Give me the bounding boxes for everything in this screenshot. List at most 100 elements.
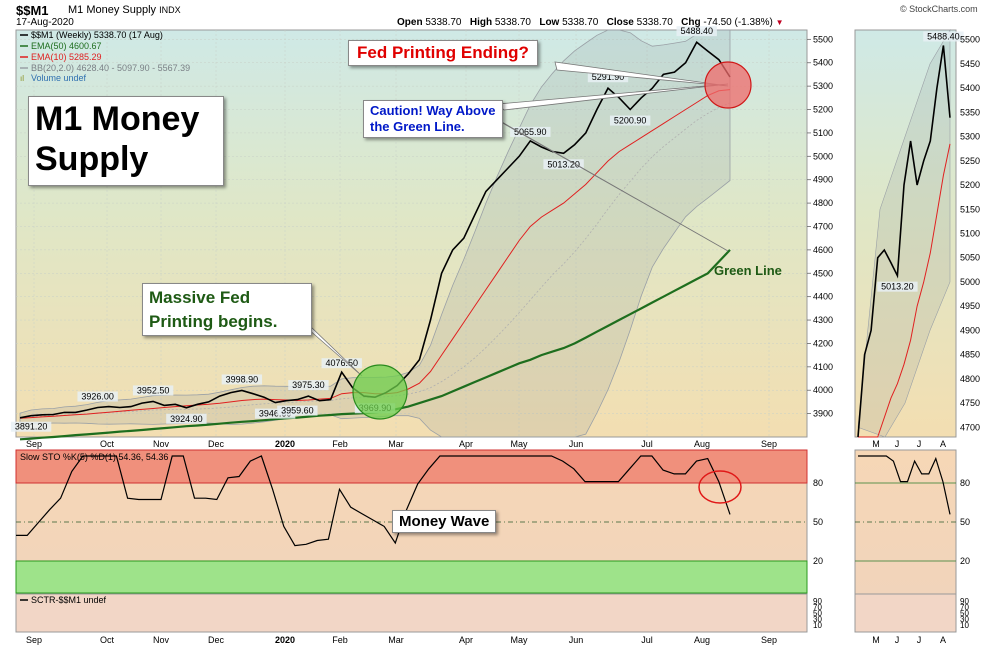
y-tick-label: 4300 xyxy=(813,315,833,325)
price-label-box xyxy=(10,421,52,432)
zoom-y-tick-label: 5450 xyxy=(960,59,980,69)
zoom-sctr-y-tick-label: 70 xyxy=(960,603,969,612)
symbol: $$M1 xyxy=(16,3,49,18)
annotation-pointers xyxy=(299,61,729,377)
zoom-sctr-y-tick-label: 90 xyxy=(960,597,969,606)
zoom-x-tick-label: M xyxy=(872,635,880,645)
x-tick-label: Sep xyxy=(26,439,42,449)
zoom-y-tick-label: 4850 xyxy=(960,350,980,360)
sctr-y-tick-label: 70 xyxy=(813,603,822,612)
price-label-box xyxy=(221,374,263,385)
zoom-sctr-y-tick-label: 50 xyxy=(960,609,969,618)
zoom-y-tick-label: 4750 xyxy=(960,398,980,408)
zoom-sctr-y-tick-label: 10 xyxy=(960,621,969,630)
price-label-box xyxy=(321,358,362,369)
exchange-label: INDX xyxy=(159,5,181,15)
ohlc-bar: Open 5338.70 High 5338.70 Low 5338.70 Cl… xyxy=(397,17,784,28)
zoom-stochastic-line xyxy=(858,455,951,515)
zoom-price-label: 5488.40 xyxy=(927,32,960,42)
stochastic-circle xyxy=(698,470,742,504)
price-label: 3952.50 xyxy=(137,385,170,395)
price-x-axis: Sep Oct Nov Dec 2020 Feb Mar Apr May Jun Jul Aug Sep xyxy=(26,439,777,449)
x-tick-label: May xyxy=(510,635,528,645)
zoom-y-tick-label: 4900 xyxy=(960,325,980,335)
change-down-icon: ▼ xyxy=(775,18,784,27)
x-tick-label: Dec xyxy=(208,635,225,645)
caution-callout: Caution! Way Above the Green Line. xyxy=(363,100,503,138)
x-tick-label: Oct xyxy=(100,439,115,449)
price-label: 3926.00 xyxy=(81,392,114,402)
price-label-box xyxy=(254,408,296,419)
sctr-y-tick-label: 90 xyxy=(813,597,822,606)
zoom-stochastic-y-axis: 20 50 80 xyxy=(960,478,970,566)
price-label-box xyxy=(132,385,174,396)
x-tick-label: Jul xyxy=(641,635,653,645)
y-tick-label: 4500 xyxy=(813,268,833,278)
zoom-ema10-line xyxy=(858,143,951,438)
zoom-x-tick-label: M xyxy=(872,439,880,449)
sctr-legend: SCTR-$$M1 undef xyxy=(31,595,107,605)
brand-watermark: © StockCharts.com xyxy=(900,4,978,14)
x-tick-label: Aug xyxy=(694,439,710,449)
y-tick-label: 5500 xyxy=(813,34,833,44)
zoom-sto-y-tick-label: 50 xyxy=(960,517,970,527)
legend-volume-icon: ıl xyxy=(20,74,24,83)
title-callout: M1 Money Supply xyxy=(28,96,224,186)
zoom-y-tick-label: 4700 xyxy=(960,422,980,432)
symbol-name: M1 Money Supply INDX xyxy=(68,4,181,16)
y-tick-label: 5100 xyxy=(813,128,833,138)
legend-price: $$M1 (Weekly) 5338.70 (17 Aug) xyxy=(31,30,163,40)
fed-ending-callout: Fed Printing Ending? xyxy=(348,40,538,66)
x-tick-label: Sep xyxy=(761,439,777,449)
zoom-sto-y-tick-label: 80 xyxy=(960,478,970,488)
y-tick-label: 5300 xyxy=(813,81,833,91)
x-tick-label: Jun xyxy=(569,635,584,645)
zoom-y-tick-label: 5500 xyxy=(960,35,980,45)
zoom-x-tick-label: J xyxy=(917,439,922,449)
zoom-y-tick-label: 5250 xyxy=(960,156,980,166)
x-tick-label: Oct xyxy=(100,635,115,645)
x-tick-label: Nov xyxy=(153,635,170,645)
price-label-box xyxy=(609,115,651,126)
zoom-y-axis: 4700 4750 4800 4850 4900 4950 5000 5050 5100 5150… xyxy=(960,35,980,433)
legend-volume: Volume undef xyxy=(31,73,87,83)
bollinger-band xyxy=(19,29,731,438)
stochastic-line xyxy=(16,455,731,547)
y-tick-label: 4700 xyxy=(813,221,833,231)
y-tick-label: 5400 xyxy=(813,58,833,68)
price-label-box xyxy=(676,26,717,37)
zoom-y-tick-label: 5100 xyxy=(960,229,980,239)
zoom-x-tick-label: J xyxy=(895,439,900,449)
price-label-box xyxy=(587,72,629,83)
sctr-panel xyxy=(15,593,808,633)
y-tick-label: 5200 xyxy=(813,105,833,115)
y-tick-label: 4200 xyxy=(813,338,833,348)
zoom-sctr-panel xyxy=(854,593,957,633)
legend-bb: BB(20,2.0) 4628.40 - 5097.90 - 5567.39 xyxy=(31,63,190,73)
x-tick-label: Nov xyxy=(153,439,170,449)
legend-ema10: EMA(10) 5285.29 xyxy=(31,52,102,62)
chart-date: 17-Aug-2020 xyxy=(16,17,74,28)
x-tick-label: Feb xyxy=(332,439,348,449)
x-tick-label: 2020 xyxy=(275,635,295,645)
price-label: 3891.20 xyxy=(15,422,48,432)
x-tick-label: 2020 xyxy=(275,439,295,449)
money-wave-callout: Money Wave xyxy=(392,510,497,533)
price-label-box xyxy=(543,159,584,170)
price-label: 3946.60 xyxy=(259,409,292,419)
zoom-y-tick-label: 5150 xyxy=(960,204,980,214)
x-tick-label: Apr xyxy=(459,635,473,645)
x-tick-label: Sep xyxy=(761,635,777,645)
sctr-y-tick-label: 50 xyxy=(813,609,822,618)
x-tick-label: Jul xyxy=(641,439,653,449)
price-label: 3998.90 xyxy=(226,374,259,384)
printing-ending-circle xyxy=(704,61,752,109)
x-tick-label: Aug xyxy=(694,635,710,645)
y-tick-label: 4900 xyxy=(813,175,833,185)
price-label: 5488.40 xyxy=(680,26,713,36)
x-tick-label: Mar xyxy=(388,439,404,449)
zoom-price-labels: 5488.40 5013.20 xyxy=(877,32,964,292)
